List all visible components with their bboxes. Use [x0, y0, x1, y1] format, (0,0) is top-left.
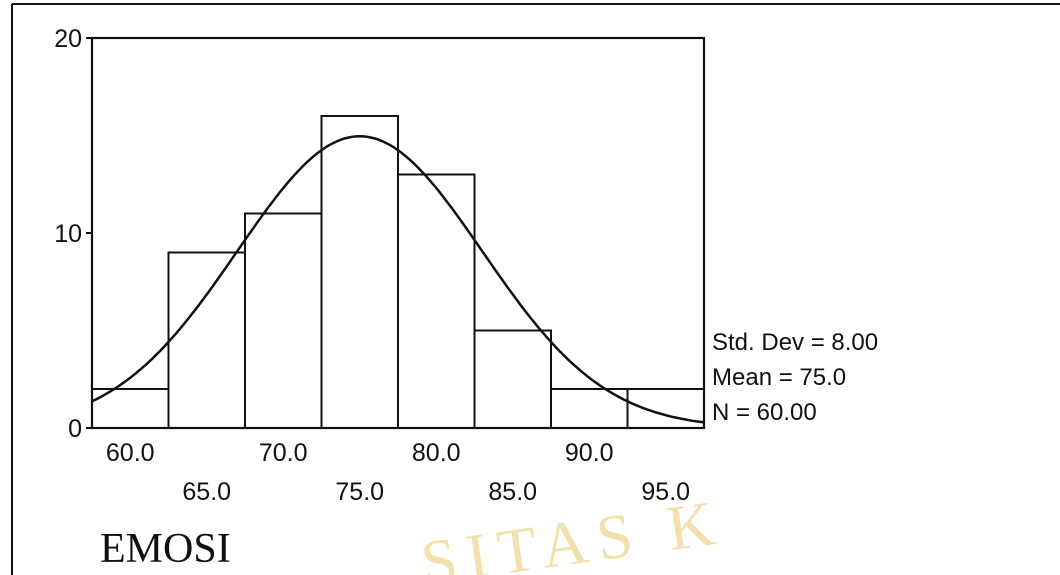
variable-label: EMOSI — [100, 526, 231, 572]
x-tick-label: 85.0 — [488, 478, 537, 506]
histogram-bar — [244, 212, 323, 429]
stat-n: N = 60.00 — [712, 399, 817, 426]
y-tick-label: 10 — [54, 220, 82, 248]
y-tick-label: 20 — [54, 25, 82, 53]
x-tick-label: 75.0 — [335, 478, 384, 506]
stat-mean: Mean = 75.0 — [712, 364, 846, 391]
x-tick-label: 80.0 — [412, 439, 461, 467]
x-tick-label: 90.0 — [565, 439, 614, 467]
histogram-bar — [626, 388, 705, 429]
normal-curve — [91, 135, 705, 424]
x-tick-label: 70.0 — [259, 439, 308, 467]
x-tick-label: 95.0 — [641, 478, 690, 506]
histogram-bar — [167, 251, 246, 429]
x-tick-label: 65.0 — [182, 478, 231, 506]
x-tick-label: 60.0 — [106, 439, 155, 467]
histogram-bar — [397, 173, 476, 429]
y-tick-label: 0 — [68, 415, 82, 443]
histogram-bar — [473, 329, 552, 429]
histogram-bar — [320, 115, 399, 429]
stat-std-dev: Std. Dev = 8.00 — [712, 329, 878, 356]
